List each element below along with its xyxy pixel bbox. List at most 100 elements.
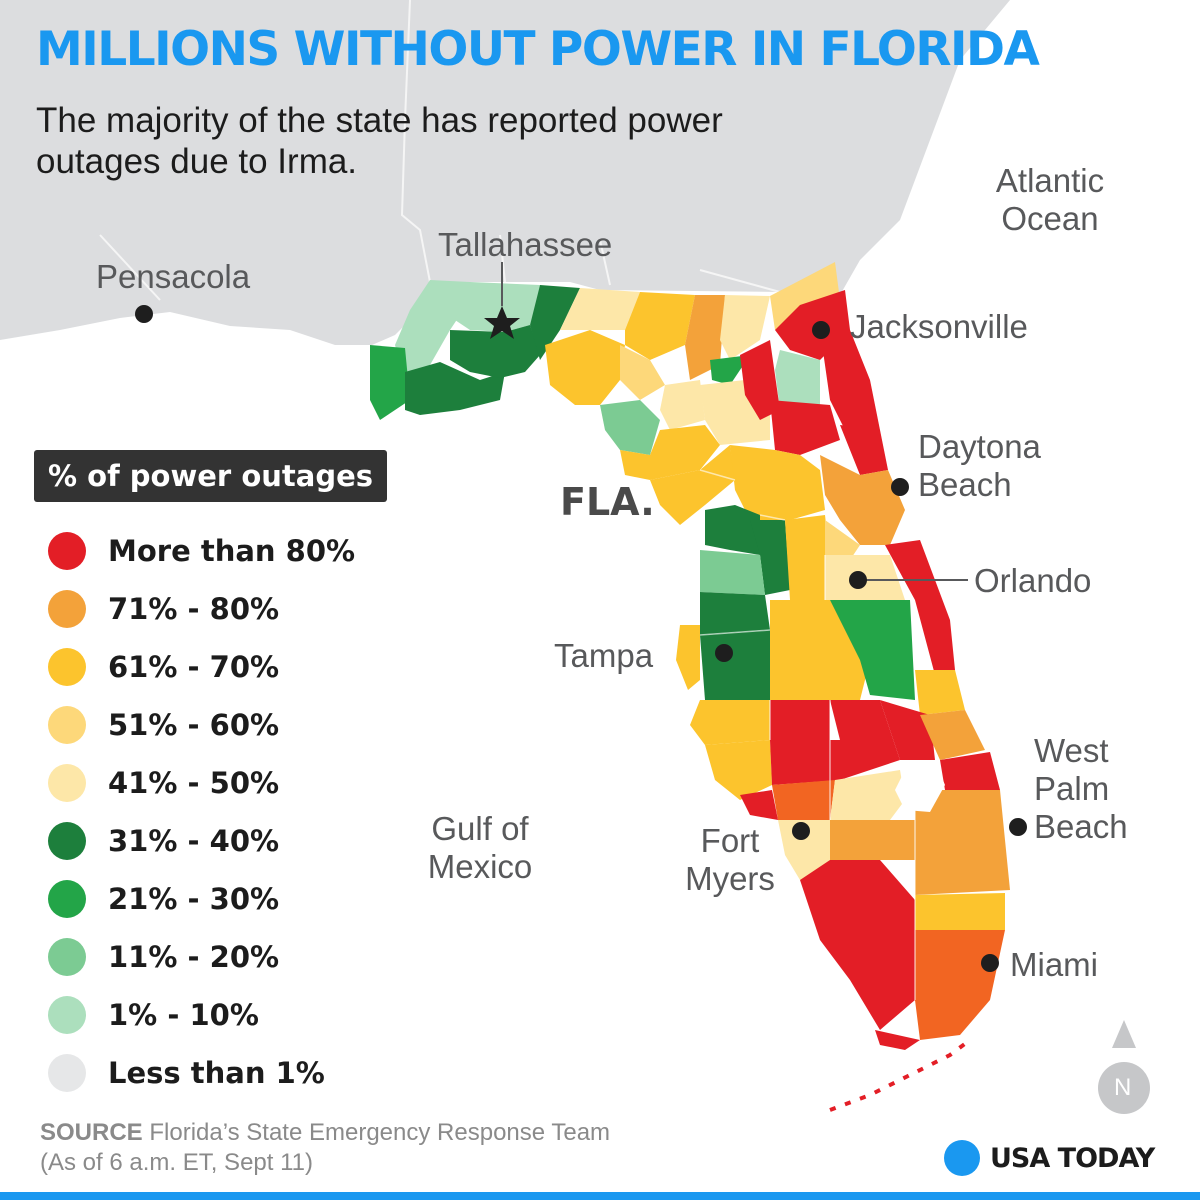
label-west-palm-beach: West Palm Beach bbox=[1034, 732, 1128, 845]
label-jacksonville: Jacksonville bbox=[850, 308, 1028, 345]
legend-label: Less than 1% bbox=[108, 1056, 325, 1090]
map-subtitle: The majority of the state has reported p… bbox=[36, 101, 723, 181]
legend-item: 61% - 70% bbox=[48, 638, 355, 696]
legend-swatch bbox=[48, 706, 86, 744]
county-citrus-area bbox=[705, 505, 760, 555]
city-dot-fort-myers bbox=[792, 822, 810, 840]
county-hamilton-area bbox=[625, 292, 695, 360]
label-daytona-beach: Daytona Beach bbox=[918, 428, 1041, 503]
county-jefferson-area bbox=[530, 285, 580, 360]
county-lafayette-area bbox=[600, 400, 660, 455]
label-fort-myers: Fort Myers bbox=[685, 822, 775, 897]
county-union-area bbox=[710, 355, 750, 385]
legend-label: 1% - 10% bbox=[108, 998, 259, 1032]
city-dot-jacksonville bbox=[812, 321, 830, 339]
map-title: MILLIONS WITHOUT POWER IN FLORIDA bbox=[36, 22, 1040, 77]
legend-label: More than 80% bbox=[108, 534, 356, 568]
county-escambia-area bbox=[395, 280, 470, 380]
county-hardee-area bbox=[770, 700, 830, 740]
legend-item: 11% - 20% bbox=[48, 928, 355, 986]
legend-item: 31% - 40% bbox=[48, 812, 355, 870]
city-dot-orlando bbox=[849, 571, 867, 589]
legend-swatch bbox=[48, 764, 86, 802]
county-putnam-area bbox=[770, 400, 840, 455]
county-taylor-area bbox=[545, 330, 625, 405]
county-stjohns-area bbox=[820, 330, 880, 440]
county-osceola-area bbox=[830, 600, 915, 700]
legend-label: 61% - 70% bbox=[108, 650, 280, 684]
bottom-accent-bar bbox=[0, 1192, 1200, 1200]
county-broward-area bbox=[915, 893, 1005, 930]
neighbor-states-land bbox=[0, 0, 1010, 345]
legend-label: 21% - 30% bbox=[108, 882, 280, 916]
legend-item: 41% - 50% bbox=[48, 754, 355, 812]
county-stlucie-area bbox=[920, 710, 985, 760]
county-manatee-area bbox=[690, 700, 770, 745]
compass-circle-icon bbox=[1098, 1062, 1150, 1114]
legend-label: 11% - 20% bbox=[108, 940, 280, 974]
county-charlotte-coast bbox=[740, 790, 778, 820]
source-line: SOURCE Florida’s State Emergency Respons… bbox=[40, 1118, 610, 1148]
county-lee-area bbox=[778, 820, 830, 880]
county-baker-area bbox=[720, 295, 770, 360]
county-columbia-area bbox=[685, 295, 725, 380]
county-bay-area bbox=[405, 362, 505, 415]
state-boundary-lines bbox=[99, 0, 781, 301]
county-border-lines bbox=[699, 469, 916, 1000]
county-palm-beach-area bbox=[915, 790, 1010, 895]
county-volusia-area bbox=[820, 455, 905, 545]
county-leon-area bbox=[455, 282, 540, 332]
county-martin-area bbox=[940, 752, 1000, 790]
legend-title: % of power outages bbox=[34, 450, 388, 502]
county-seminole-area bbox=[825, 520, 860, 560]
county-pasco-area bbox=[700, 592, 770, 635]
county-clay-area bbox=[775, 350, 820, 410]
lake-okeechobee bbox=[895, 760, 945, 812]
legend-swatch bbox=[48, 822, 86, 860]
capital-star-icon bbox=[484, 306, 520, 339]
county-nassau-area bbox=[770, 262, 840, 330]
legend-swatch bbox=[48, 648, 86, 686]
county-brevard-area bbox=[885, 540, 955, 675]
county-pinellas-area bbox=[676, 625, 700, 690]
legend-swatch bbox=[48, 532, 86, 570]
county-hillsborough-area bbox=[700, 630, 770, 700]
city-dot-daytona-beach bbox=[891, 478, 909, 496]
legend-item: 71% - 80% bbox=[48, 580, 355, 638]
city-dot-miami bbox=[981, 954, 999, 972]
compass-arrow-icon bbox=[1112, 1020, 1136, 1048]
legend-label: 71% - 80% bbox=[108, 592, 280, 626]
county-madison-area bbox=[560, 288, 640, 330]
legend-label: 31% - 40% bbox=[108, 824, 280, 858]
legend-swatch bbox=[48, 1054, 86, 1092]
county-highlands-area bbox=[830, 700, 900, 780]
city-dot-pensacola bbox=[135, 305, 153, 323]
label-tampa: Tampa bbox=[554, 637, 654, 674]
county-wakulla-area bbox=[450, 325, 540, 378]
legend-swatch bbox=[48, 996, 86, 1034]
legend-item: 1% - 10% bbox=[48, 986, 355, 1044]
county-glades-area bbox=[830, 770, 905, 820]
county-indian-river-area bbox=[915, 670, 965, 715]
legend-swatch bbox=[48, 880, 86, 918]
county-suwannee-area bbox=[620, 345, 665, 400]
legend-swatch bbox=[48, 938, 86, 976]
county-marion-area bbox=[730, 445, 825, 520]
city-dot-tampa bbox=[715, 644, 733, 662]
source-keyword: SOURCE bbox=[40, 1119, 143, 1146]
county-levy-area bbox=[650, 445, 735, 525]
county-dixie-area bbox=[620, 425, 720, 480]
source-timestamp: (As of 6 a.m. ET, Sept 11) bbox=[40, 1149, 313, 1176]
label-gulf-of-mexico: Gulf of Mexico bbox=[427, 810, 533, 885]
label-pensacola: Pensacola bbox=[96, 258, 251, 295]
county-miami-dade-area bbox=[915, 930, 1005, 1040]
state-label: FLA. bbox=[560, 480, 655, 524]
city-dot-west-palm-beach bbox=[1009, 818, 1027, 836]
brand-logo: USA TODAY bbox=[944, 1140, 1155, 1176]
county-desoto-area bbox=[770, 740, 840, 785]
label-tallahassee: Tallahassee bbox=[438, 226, 613, 263]
compass-north-label: N bbox=[1114, 1074, 1132, 1101]
county-charlotte-area bbox=[772, 780, 835, 820]
florida-keys-chain bbox=[829, 1038, 972, 1112]
